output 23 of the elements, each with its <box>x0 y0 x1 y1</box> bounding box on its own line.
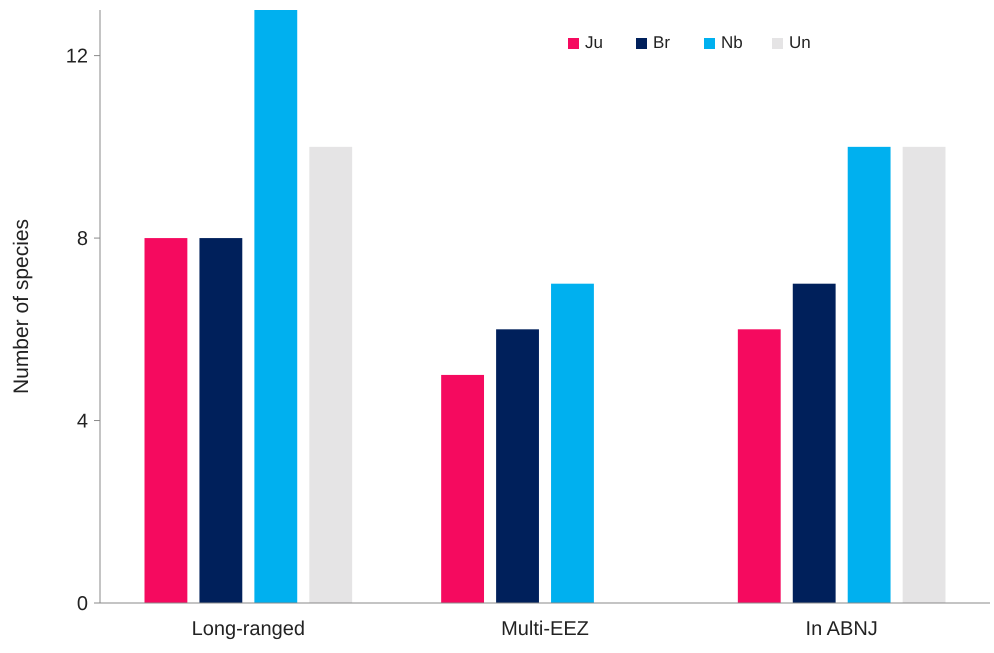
legend-label: Nb <box>721 33 743 52</box>
bar <box>902 146 946 603</box>
bar <box>254 10 298 603</box>
x-tick-label: Multi-EEZ <box>501 618 589 640</box>
legend-label: Ju <box>585 33 603 52</box>
bar <box>199 238 242 603</box>
bar <box>848 146 891 603</box>
x-tick-label: Long-ranged <box>192 618 306 640</box>
bar <box>551 284 594 603</box>
bar <box>309 146 352 603</box>
legend-label: Br <box>653 33 670 52</box>
y-axis-title: Number of species <box>10 218 33 394</box>
y-tick-label: 8 <box>76 228 88 250</box>
bar <box>738 329 781 603</box>
x-tick-label: In ABNJ <box>806 618 878 640</box>
bar <box>792 284 836 603</box>
y-tick-label: 12 <box>66 46 88 68</box>
y-tick-label: 0 <box>76 593 88 615</box>
y-tick-label: 4 <box>76 410 88 433</box>
legend-label: Un <box>789 33 811 52</box>
bar <box>144 238 188 603</box>
bar <box>441 374 484 603</box>
bar <box>496 329 539 603</box>
